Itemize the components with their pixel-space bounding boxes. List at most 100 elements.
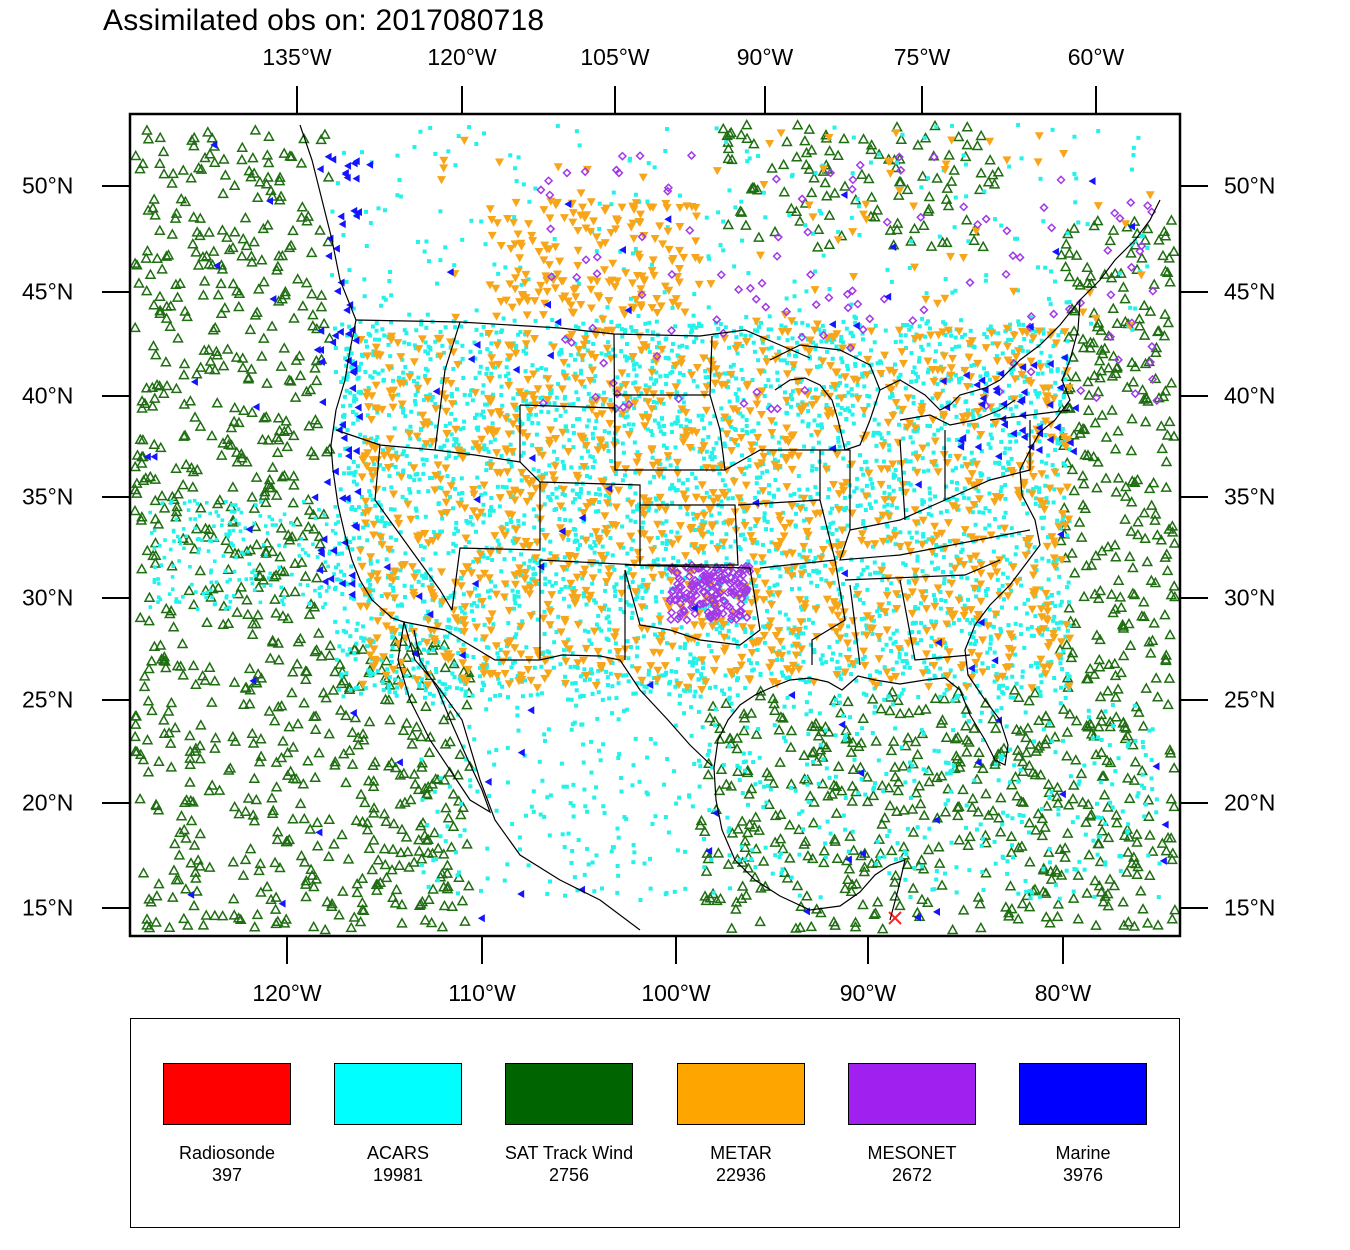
acars-marker xyxy=(883,328,888,333)
satwind-marker xyxy=(380,654,393,666)
acars-marker xyxy=(370,497,375,502)
satwind-marker xyxy=(1145,499,1158,510)
acars-marker xyxy=(812,647,817,652)
acars-marker xyxy=(625,414,630,419)
acars-marker xyxy=(388,583,393,588)
acars-marker xyxy=(979,449,984,454)
acars-marker xyxy=(785,411,790,416)
acars-marker xyxy=(384,557,389,562)
acars-marker xyxy=(827,487,832,492)
satwind-marker xyxy=(282,612,294,624)
acars-marker xyxy=(663,533,668,538)
acars-marker xyxy=(561,576,566,581)
acars-marker xyxy=(647,385,652,390)
satwind-marker xyxy=(160,356,172,367)
satwind-marker xyxy=(946,923,959,935)
acars-marker xyxy=(405,444,410,449)
acars-marker xyxy=(885,539,890,544)
acars-marker xyxy=(926,367,931,372)
satwind-marker xyxy=(1000,901,1012,912)
acars-marker xyxy=(461,592,466,597)
acars-marker xyxy=(976,489,981,494)
acars-marker xyxy=(808,387,813,392)
satwind-marker xyxy=(275,190,287,201)
acars-marker xyxy=(1042,515,1047,520)
acars-marker xyxy=(914,530,919,535)
acars-marker xyxy=(684,632,689,637)
acars-marker xyxy=(885,509,890,514)
acars-marker xyxy=(400,603,405,608)
acars-marker xyxy=(982,390,987,395)
acars-marker xyxy=(1007,433,1012,438)
satwind-marker xyxy=(420,700,432,711)
satwind-marker xyxy=(254,176,266,187)
acars-marker xyxy=(946,400,951,405)
acars-marker xyxy=(571,585,576,590)
satwind-marker xyxy=(1095,746,1108,758)
acars-marker xyxy=(738,547,743,552)
acars-marker xyxy=(590,464,595,469)
acars-marker xyxy=(972,345,977,350)
acars-marker xyxy=(1003,329,1008,334)
acars-marker xyxy=(376,500,381,505)
acars-marker xyxy=(754,481,759,486)
satwind-marker xyxy=(1162,831,1174,843)
satwind-marker xyxy=(285,375,297,386)
satwind-marker xyxy=(251,306,263,317)
satwind-marker xyxy=(1091,481,1103,493)
acars-marker xyxy=(342,394,347,399)
acars-marker xyxy=(953,335,958,340)
acars-marker xyxy=(637,394,642,399)
acars-marker xyxy=(430,394,435,399)
satwind-marker xyxy=(1102,330,1115,341)
acars-marker xyxy=(976,585,981,590)
acars-marker xyxy=(571,431,576,436)
satwind-marker xyxy=(1119,490,1132,501)
acars-marker xyxy=(735,644,740,649)
acars-marker xyxy=(631,538,636,543)
acars-marker xyxy=(984,593,989,598)
satwind-marker xyxy=(442,812,455,823)
acars-marker xyxy=(878,681,883,686)
acars-marker xyxy=(783,390,788,395)
acars-marker xyxy=(699,672,704,677)
acars-marker xyxy=(552,640,557,645)
acars-marker xyxy=(1058,701,1063,706)
acars-marker xyxy=(641,520,646,525)
acars-marker xyxy=(589,546,594,551)
acars-marker xyxy=(944,509,949,514)
satwind-marker xyxy=(139,472,152,483)
satwind-marker xyxy=(1160,844,1173,856)
satwind-marker xyxy=(302,210,315,221)
acars-marker xyxy=(1029,625,1034,630)
satwind-marker xyxy=(141,734,154,745)
acars-marker xyxy=(654,508,659,513)
satwind-marker xyxy=(1092,721,1105,732)
acars-marker xyxy=(714,520,719,525)
acars-marker xyxy=(579,487,584,492)
satwind-marker xyxy=(1003,907,1015,918)
satwind-marker xyxy=(367,780,380,792)
satwind-marker xyxy=(372,878,384,889)
acars-marker xyxy=(538,396,543,401)
acars-marker xyxy=(948,668,953,673)
acars-marker xyxy=(589,532,594,537)
acars-marker xyxy=(371,671,376,676)
acars-marker xyxy=(467,520,472,525)
acars-marker xyxy=(805,323,810,328)
acars-marker xyxy=(1019,583,1024,588)
satwind-marker xyxy=(250,793,263,805)
satwind-marker xyxy=(1119,292,1131,304)
acars-marker xyxy=(444,456,449,461)
acars-marker xyxy=(783,325,788,330)
satwind-marker xyxy=(135,563,148,574)
satwind-marker xyxy=(154,304,166,316)
acars-marker xyxy=(786,626,791,631)
acars-marker xyxy=(820,451,825,456)
acars-marker xyxy=(633,380,638,385)
acars-marker xyxy=(635,645,640,650)
acars-marker xyxy=(772,723,777,728)
acars-marker xyxy=(428,476,433,481)
acars-marker xyxy=(824,403,829,408)
satwind-marker xyxy=(169,721,181,733)
